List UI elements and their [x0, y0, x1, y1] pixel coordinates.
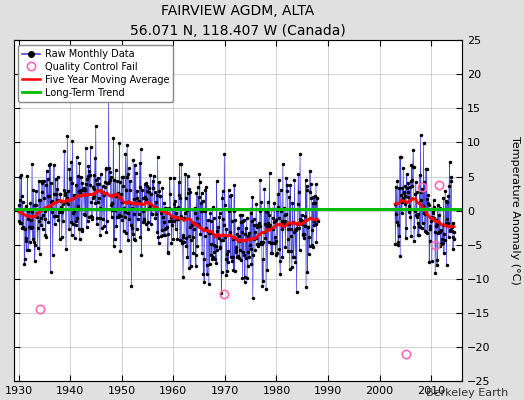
Text: Berkeley Earth: Berkeley Earth — [426, 388, 508, 398]
Legend: Raw Monthly Data, Quality Control Fail, Five Year Moving Average, Long-Term Tren: Raw Monthly Data, Quality Control Fail, … — [18, 45, 173, 102]
Title: FAIRVIEW AGDM, ALTA
56.071 N, 118.407 W (Canada): FAIRVIEW AGDM, ALTA 56.071 N, 118.407 W … — [130, 4, 346, 38]
Y-axis label: Temperature Anomaly (°C): Temperature Anomaly (°C) — [510, 136, 520, 285]
